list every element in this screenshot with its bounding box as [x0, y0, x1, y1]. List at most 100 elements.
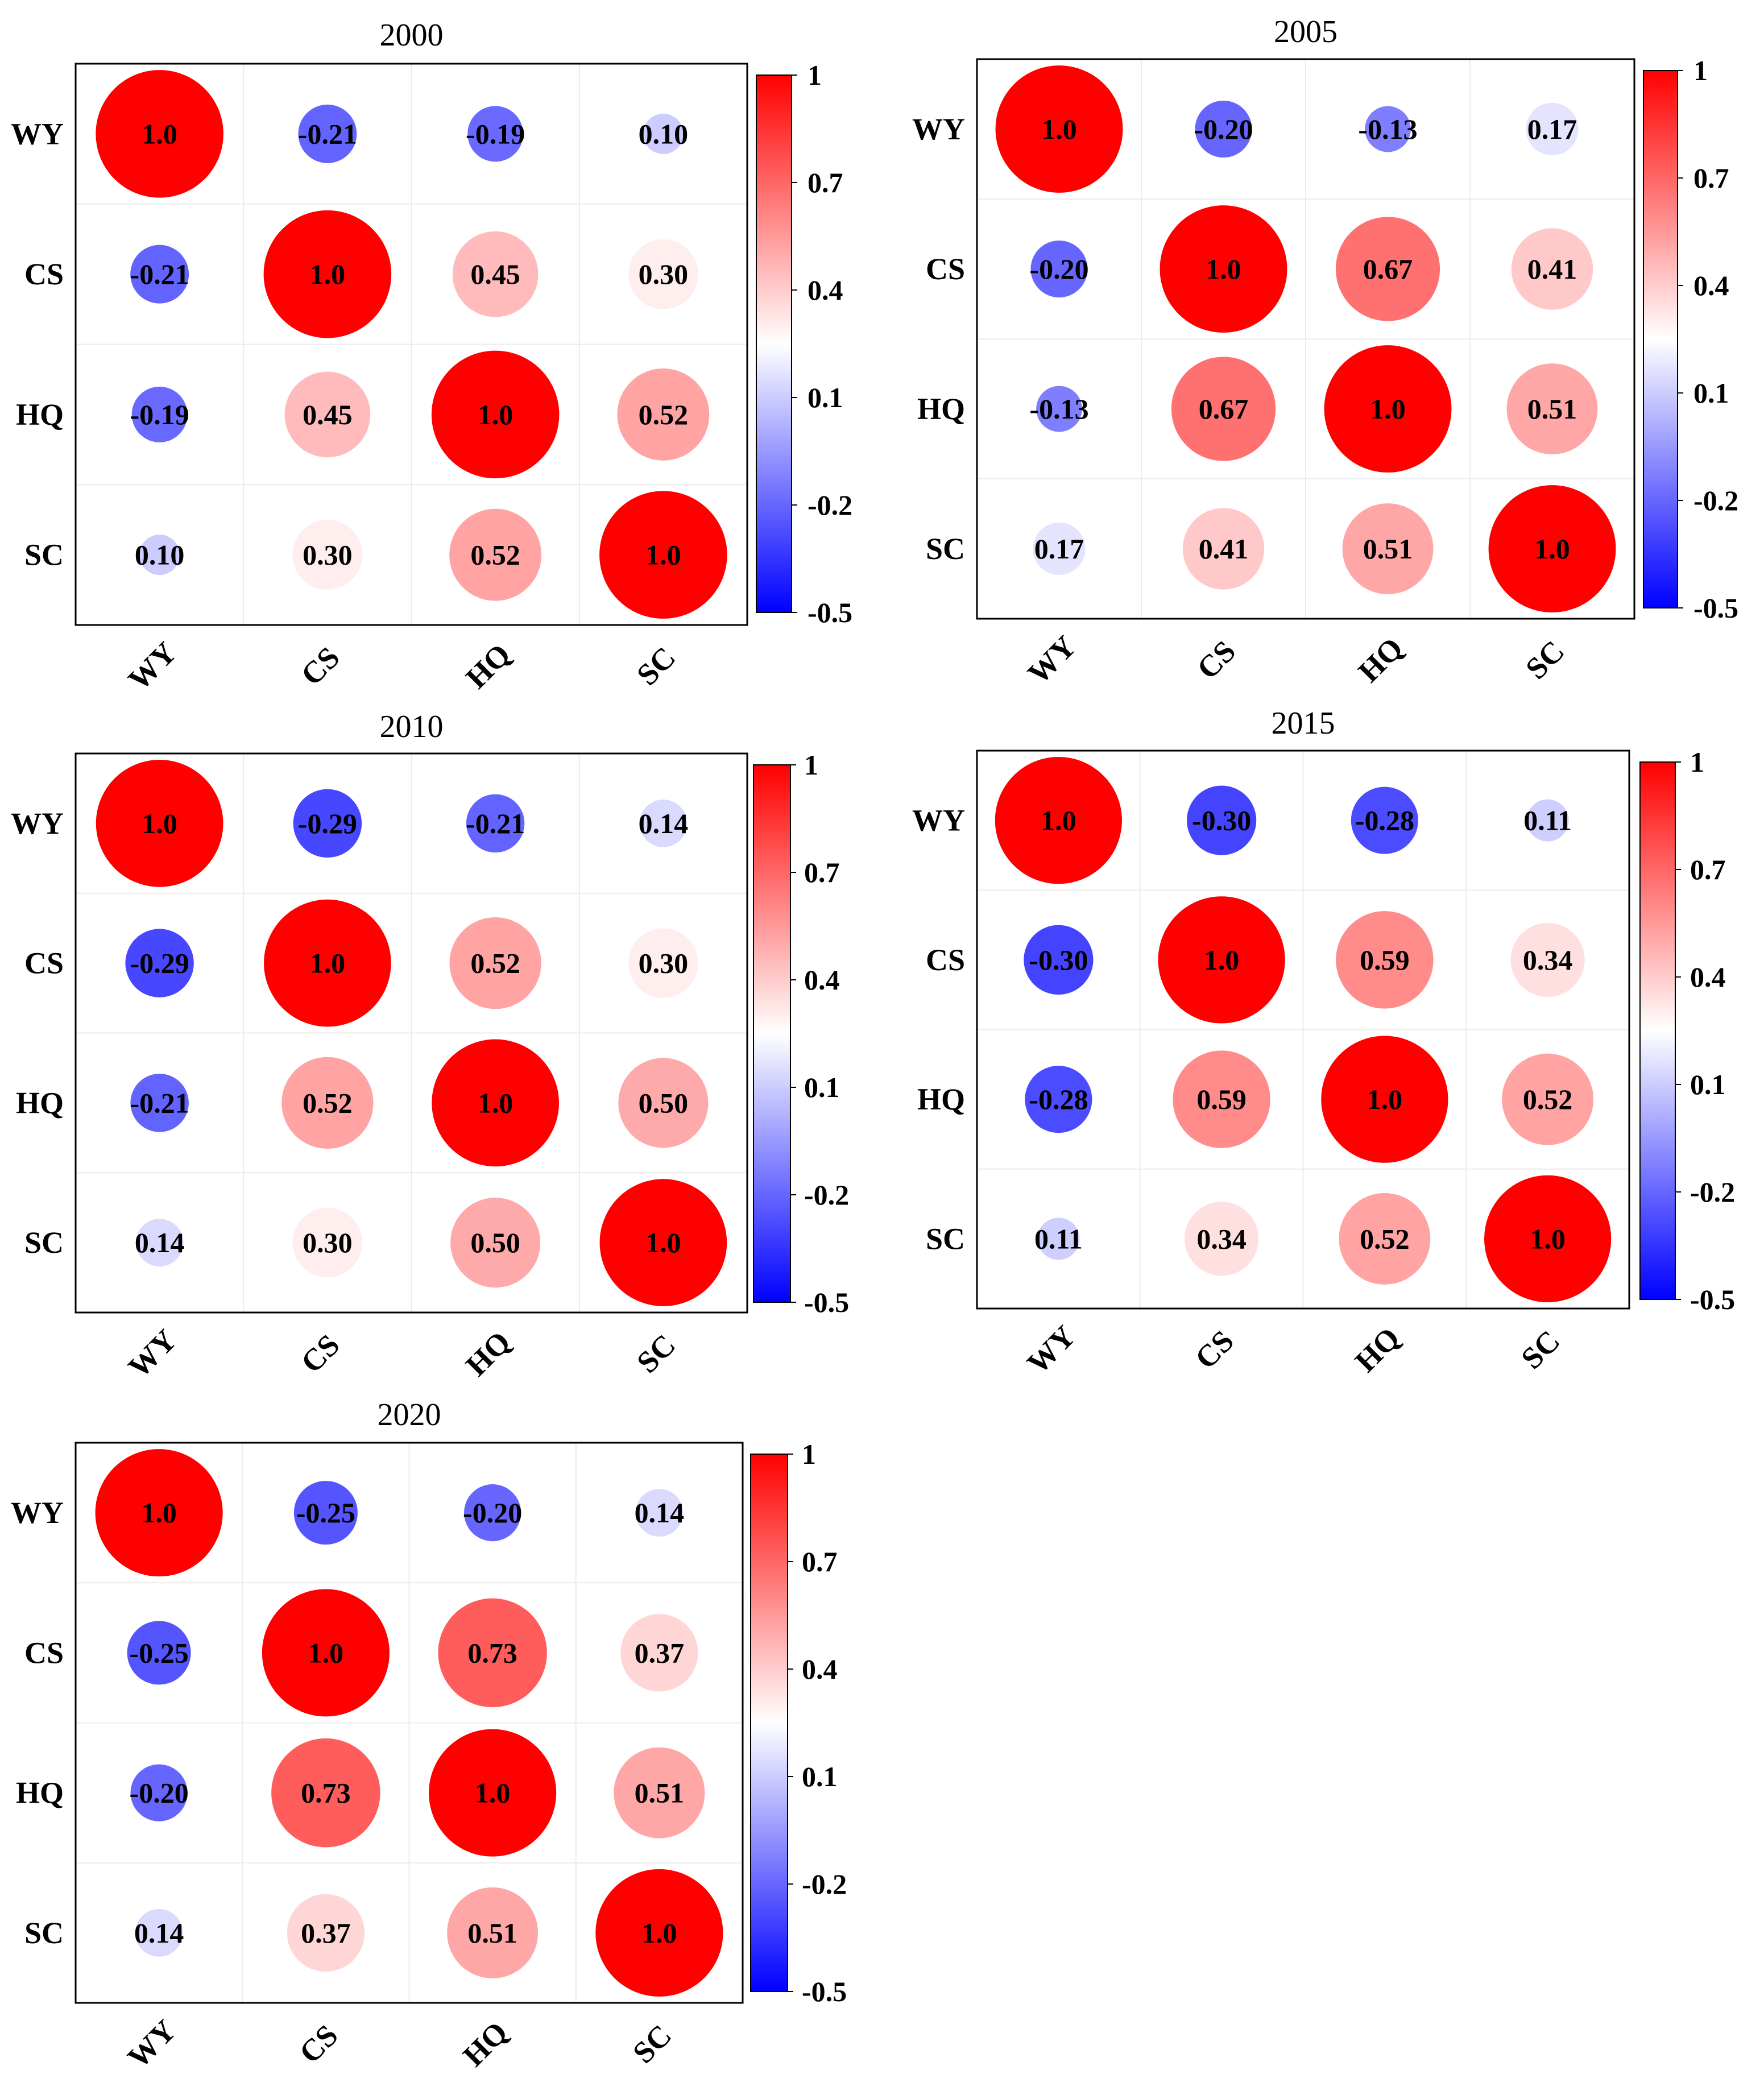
column-label: CS	[293, 2018, 345, 2070]
correlation-value: 0.14	[135, 1227, 185, 1258]
colorbar-tick-label: 1	[808, 59, 822, 91]
colorbar-tick-label: 0.4	[808, 274, 843, 306]
correlation-circle	[628, 239, 698, 309]
row-label: SC	[926, 1222, 965, 1256]
column-label: CS	[1190, 634, 1242, 686]
correlation-circle	[464, 1484, 521, 1542]
row-label: CS	[24, 257, 64, 291]
correlation-value: 1.0	[1041, 113, 1077, 145]
row-label: CS	[24, 1636, 64, 1670]
colorbar-frame	[756, 74, 792, 613]
correlation-value: 1.0	[310, 258, 346, 290]
correlation-circle	[635, 1489, 684, 1537]
column-label: HQ	[1348, 1320, 1406, 1378]
column-label: WY	[1021, 1319, 1082, 1380]
column-label: CS	[1189, 1324, 1240, 1376]
correlation-circle	[130, 1074, 189, 1132]
correlation-circle	[281, 1057, 374, 1149]
correlation-circle	[293, 1481, 358, 1545]
correlation-value: -0.25	[296, 1497, 355, 1529]
correlation-value: 0.73	[301, 1777, 351, 1809]
correlation-value: -0.20	[130, 1777, 189, 1809]
correlation-circle	[1365, 106, 1411, 152]
correlation-circle	[1160, 205, 1287, 333]
correlation-value: 1.0	[1367, 1083, 1403, 1115]
colorbar-tick-label: 1	[1690, 746, 1704, 778]
colorbar-tick-label: 0.1	[1693, 377, 1729, 409]
column-label: HQ	[459, 637, 517, 695]
correlation-circle	[1342, 503, 1434, 594]
correlation-circle	[452, 231, 539, 317]
column-label: SC	[630, 640, 682, 692]
correlation-circle	[1526, 102, 1579, 156]
correlation-circle	[449, 508, 542, 601]
colorbar-tick-label: -0.5	[802, 1976, 847, 2007]
correlation-circle	[599, 491, 727, 619]
panel-title: 2020	[378, 1397, 441, 1432]
correlation-value: 1.0	[141, 1497, 177, 1529]
correlation-circle	[467, 106, 524, 162]
correlation-circle	[620, 1614, 698, 1692]
correlation-circle	[643, 113, 684, 154]
correlation-circle	[139, 535, 180, 575]
column-label: WY	[122, 1323, 183, 1384]
correlation-value: 0.52	[1360, 1223, 1410, 1254]
correlation-value: -0.21	[130, 258, 189, 290]
correlation-value: -0.28	[1355, 805, 1414, 837]
row-label: CS	[926, 252, 965, 286]
column-label: WY	[121, 2013, 183, 2075]
correlation-circle	[1024, 925, 1094, 995]
colorbar-frame	[750, 1454, 788, 1992]
correlation-circle	[292, 1207, 363, 1278]
row-label: CS	[926, 943, 965, 977]
correlation-value: 0.37	[301, 1917, 351, 1949]
correlation-circle	[595, 1869, 723, 1997]
correlation-circle	[995, 65, 1123, 193]
correlation-circle	[1173, 1050, 1270, 1148]
colorbar-tick-label: -0.2	[1693, 485, 1738, 516]
correlation-circle	[95, 1449, 223, 1577]
correlation-circle	[1158, 896, 1285, 1024]
colorbar-tick-label: -0.2	[1690, 1176, 1735, 1208]
correlation-circle	[1510, 922, 1585, 997]
correlation-circle	[628, 928, 698, 998]
colorbar-tick-label: -0.2	[802, 1868, 847, 1900]
plot-frame	[976, 750, 1630, 1310]
correlation-circle	[127, 1621, 191, 1685]
colorbar-frame	[1643, 70, 1678, 608]
colorbar-tick-label: 0.1	[1690, 1069, 1726, 1100]
correlation-circle	[431, 350, 560, 479]
correlation-circle	[432, 1039, 559, 1167]
correlation-value: 0.30	[639, 947, 689, 979]
column-label: WY	[1021, 629, 1083, 690]
correlation-value: 1.0	[310, 947, 346, 979]
colorbar-tick-label: -0.5	[808, 597, 852, 628]
correlation-value: -0.13	[1358, 113, 1417, 145]
correlation-circle	[995, 757, 1122, 884]
correlation-value: 0.30	[639, 258, 689, 290]
colorbar-tick-label: 0.1	[808, 382, 843, 413]
correlation-circle	[264, 899, 391, 1027]
correlation-value: -0.25	[130, 1637, 189, 1668]
correlation-value: 1.0	[142, 118, 177, 150]
row-label: SC	[24, 538, 64, 572]
column-label: CS	[295, 1328, 346, 1380]
plot-frame	[74, 1442, 744, 2004]
correlation-value: 0.17	[1034, 533, 1084, 565]
row-label: WY	[11, 117, 64, 151]
correlation-panel: 2020 1.0 -0.25 -0.20 0.14 -0.25 1.0 0.73 0.37 -0.…	[11, 1397, 847, 2075]
colorbar-tick-label: -0.5	[1693, 592, 1738, 624]
correlation-value: -0.21	[298, 118, 357, 150]
correlation-value: 0.51	[635, 1777, 685, 1809]
colorbar-tick-label: 0.7	[804, 856, 840, 888]
correlation-value: 1.0	[308, 1637, 344, 1668]
correlation-value: -0.29	[298, 808, 357, 839]
correlation-circle	[614, 1747, 705, 1839]
column-label: HQ	[459, 1324, 517, 1382]
row-label: HQ	[917, 1082, 965, 1116]
colorbar-tick-label: -0.2	[804, 1179, 849, 1211]
correlation-circle	[450, 1198, 541, 1288]
correlation-value: 1.0	[1206, 253, 1241, 285]
